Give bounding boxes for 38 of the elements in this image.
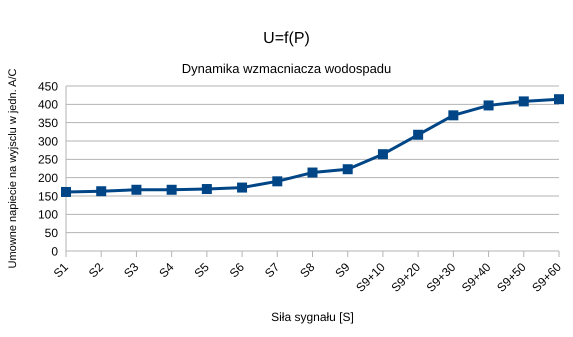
chart-subtitle: Dynamika wzmacniacza wodospadu	[182, 61, 392, 76]
point	[202, 184, 212, 194]
point	[378, 149, 388, 160]
x-tick-label: S6	[226, 260, 248, 280]
y-tick-label: 450	[38, 79, 58, 94]
x-tick-label: S1	[50, 260, 72, 280]
y-tick-label: 400	[38, 98, 58, 112]
point	[166, 184, 177, 195]
x-tick-label: S3	[121, 260, 142, 280]
x-tick-label: S2	[86, 260, 106, 280]
point	[448, 110, 458, 120]
point	[308, 168, 318, 178]
y-tick-label: 0	[51, 244, 58, 258]
point	[131, 184, 142, 195]
point	[61, 186, 71, 197]
x-tick-label: S9	[332, 260, 353, 280]
point	[272, 176, 282, 186]
point	[96, 186, 106, 196]
point	[554, 94, 564, 104]
y-tick-label: 200	[38, 170, 58, 185]
y-tick-label: 250	[38, 152, 58, 167]
x-tick-label: S5	[192, 260, 212, 280]
x-tick-label: S4	[156, 260, 177, 280]
y-tick-label: 150	[38, 189, 58, 204]
y-axis-title: Umowne napiecie na wyjsclu w jedn. A/C	[6, 68, 19, 268]
y-tick-label: 300	[38, 134, 58, 148]
y-tick-label: 350	[38, 116, 58, 130]
point	[518, 96, 529, 106]
point	[484, 100, 494, 110]
y-tick-label: 100	[38, 208, 58, 222]
y-tick-label: 50	[44, 226, 58, 240]
point	[342, 164, 353, 174]
point	[413, 130, 424, 140]
x-tick-label: S7	[262, 260, 282, 280]
x-axis-title: Siła sygnału [S]	[271, 310, 354, 324]
point	[237, 182, 248, 193]
x-tick-label: S8	[297, 260, 318, 280]
chart-title: U=f(P)	[262, 30, 311, 48]
